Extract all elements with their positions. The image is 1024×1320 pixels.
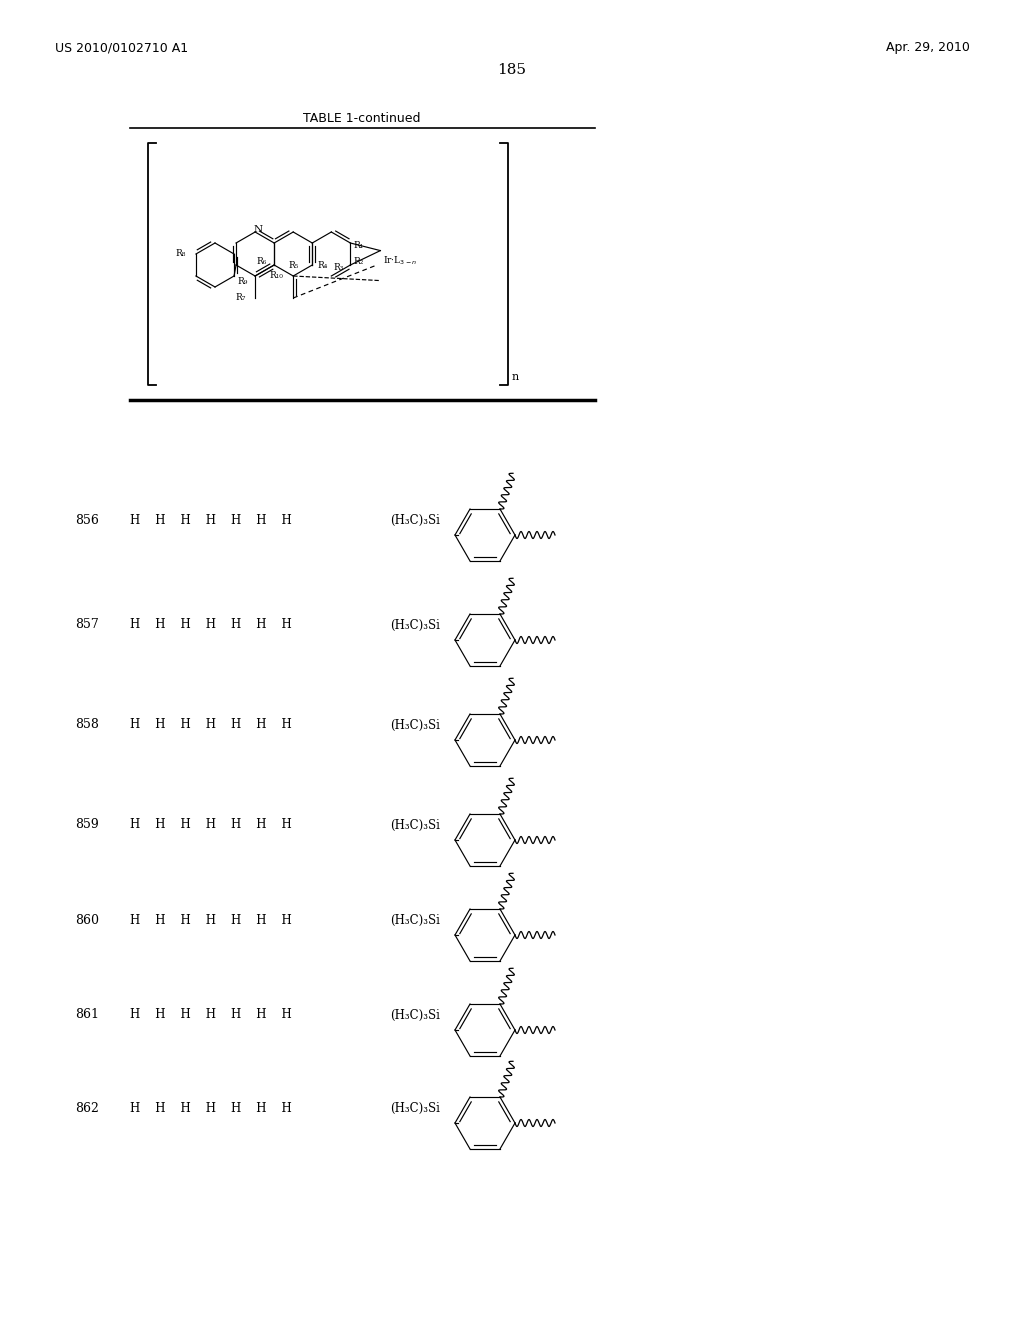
- Text: R₅: R₅: [288, 261, 299, 271]
- Text: n: n: [512, 372, 519, 381]
- Text: 185: 185: [498, 63, 526, 77]
- Text: H    H    H    H    H    H    H: H H H H H H H: [130, 1101, 292, 1114]
- Text: TABLE 1-continued: TABLE 1-continued: [303, 111, 421, 124]
- Text: 860: 860: [75, 913, 99, 927]
- Text: (H₃C)₃Si: (H₃C)₃Si: [390, 718, 440, 731]
- Text: 859: 859: [75, 818, 98, 832]
- Text: 856: 856: [75, 513, 99, 527]
- Text: N: N: [254, 224, 263, 234]
- Text: H    H    H    H    H    H    H: H H H H H H H: [130, 718, 292, 731]
- Text: R₄: R₄: [317, 261, 328, 271]
- Text: R₇: R₇: [236, 293, 246, 302]
- Text: R₁₀: R₁₀: [269, 271, 283, 280]
- Text: (H₃C)₃Si: (H₃C)₃Si: [390, 619, 440, 631]
- Text: 862: 862: [75, 1101, 99, 1114]
- Text: R₈: R₈: [176, 249, 186, 259]
- Text: 857: 857: [75, 619, 98, 631]
- Text: H    H    H    H    H    H    H: H H H H H H H: [130, 913, 292, 927]
- Text: R₆: R₆: [256, 256, 266, 265]
- Text: US 2010/0102710 A1: US 2010/0102710 A1: [55, 41, 188, 54]
- Text: R₃: R₃: [334, 264, 344, 272]
- Text: R₉: R₉: [238, 276, 248, 285]
- Text: (H₃C)₃Si: (H₃C)₃Si: [390, 1008, 440, 1022]
- Text: R₂: R₂: [353, 257, 364, 267]
- Text: H    H    H    H    H    H    H: H H H H H H H: [130, 619, 292, 631]
- Text: Apr. 29, 2010: Apr. 29, 2010: [886, 41, 970, 54]
- Text: (H₃C)₃Si: (H₃C)₃Si: [390, 818, 440, 832]
- Text: (H₃C)₃Si: (H₃C)₃Si: [390, 913, 440, 927]
- Text: R₁: R₁: [353, 240, 364, 249]
- Text: 858: 858: [75, 718, 99, 731]
- Text: H    H    H    H    H    H    H: H H H H H H H: [130, 818, 292, 832]
- Text: (H₃C)₃Si: (H₃C)₃Si: [390, 513, 440, 527]
- Text: (H₃C)₃Si: (H₃C)₃Si: [390, 1101, 440, 1114]
- Text: H    H    H    H    H    H    H: H H H H H H H: [130, 513, 292, 527]
- Text: H    H    H    H    H    H    H: H H H H H H H: [130, 1008, 292, 1022]
- Text: 861: 861: [75, 1008, 99, 1022]
- Text: Ir·L$_{3-n}$: Ir·L$_{3-n}$: [383, 255, 418, 267]
